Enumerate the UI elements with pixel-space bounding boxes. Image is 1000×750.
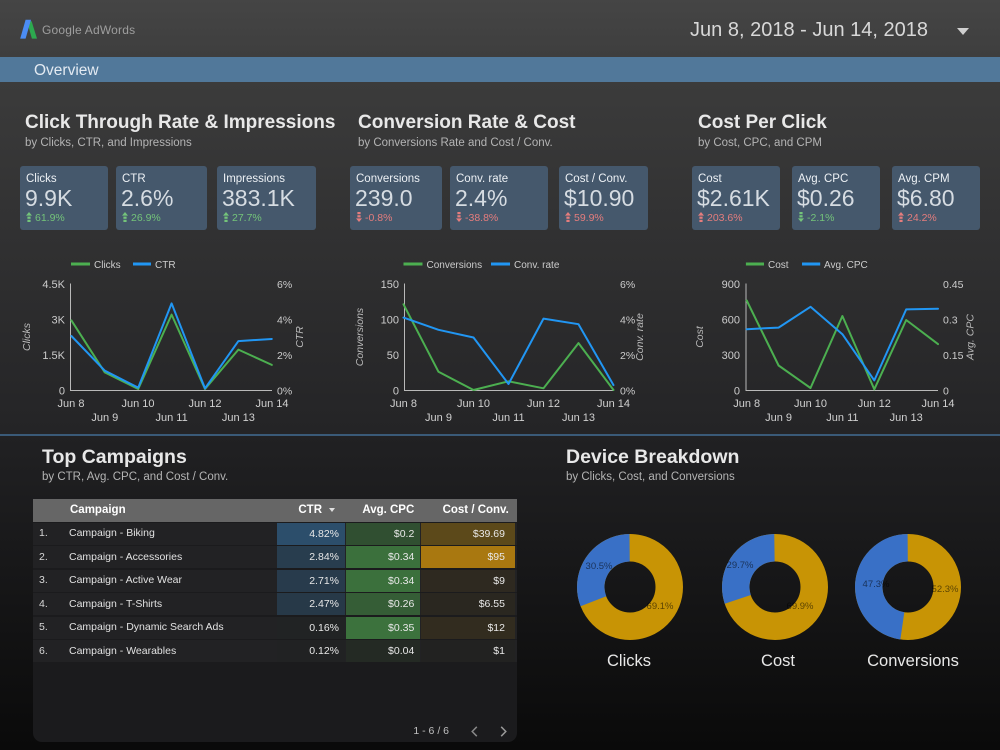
svg-text:2%: 2%: [620, 350, 635, 362]
svg-text:600: 600: [722, 315, 740, 327]
svg-text:Jun 8: Jun 8: [390, 398, 417, 410]
svg-text:100: 100: [381, 315, 399, 327]
svg-text:Jun 12: Jun 12: [527, 398, 560, 410]
svg-text:4%: 4%: [277, 315, 292, 327]
svg-text:Jun 14: Jun 14: [255, 398, 288, 410]
svg-text:Jun 9: Jun 9: [765, 412, 792, 424]
svg-text:Jun 10: Jun 10: [794, 398, 827, 410]
svg-text:0.45: 0.45: [943, 279, 964, 291]
svg-text:Jun 11: Jun 11: [492, 412, 524, 424]
svg-text:Jun 13: Jun 13: [222, 412, 255, 424]
svg-text:2%: 2%: [277, 350, 292, 362]
svg-text:Jun 14: Jun 14: [597, 398, 630, 410]
svg-text:Jun 8: Jun 8: [58, 398, 85, 410]
svg-text:0: 0: [59, 386, 65, 398]
svg-text:Jun 9: Jun 9: [91, 412, 118, 424]
svg-text:Jun 10: Jun 10: [457, 398, 490, 410]
svg-text:300: 300: [722, 350, 740, 362]
svg-text:0: 0: [393, 386, 399, 398]
svg-text:6%: 6%: [277, 279, 292, 291]
svg-text:Jun 13: Jun 13: [562, 412, 595, 424]
svg-text:Jun 8: Jun 8: [733, 398, 760, 410]
svg-text:Jun 10: Jun 10: [121, 398, 154, 410]
svg-text:0%: 0%: [620, 386, 635, 398]
svg-text:Avg. CPC: Avg. CPC: [824, 260, 868, 271]
svg-text:Jun 12: Jun 12: [858, 398, 891, 410]
svg-text:0.3: 0.3: [943, 315, 958, 327]
svg-text:0: 0: [943, 386, 949, 398]
svg-text:Jun 14: Jun 14: [921, 398, 954, 410]
svg-text:Clicks: Clicks: [21, 322, 33, 351]
svg-text:Cost: Cost: [768, 260, 789, 271]
svg-text:0%: 0%: [277, 386, 292, 398]
svg-text:Conversions: Conversions: [354, 307, 366, 366]
svg-text:Cost: Cost: [694, 325, 706, 348]
svg-text:Conv. rate: Conv. rate: [514, 260, 560, 271]
svg-text:Conversions: Conversions: [427, 260, 483, 271]
svg-text:4%: 4%: [620, 315, 635, 327]
svg-text:150: 150: [381, 279, 399, 291]
svg-text:Conv. rate: Conv. rate: [634, 313, 646, 361]
svg-text:50: 50: [387, 350, 399, 362]
svg-text:0: 0: [734, 386, 740, 398]
svg-text:Clicks: Clicks: [94, 260, 121, 271]
svg-text:1.5K: 1.5K: [42, 350, 65, 362]
svg-text:Jun 13: Jun 13: [890, 412, 923, 424]
svg-text:Jun 11: Jun 11: [826, 412, 858, 424]
svg-text:Avg. CPC: Avg. CPC: [965, 314, 977, 361]
svg-text:Jun 11: Jun 11: [155, 412, 187, 424]
svg-text:6%: 6%: [620, 279, 635, 291]
svg-text:CTR: CTR: [155, 260, 176, 271]
svg-text:Jun 9: Jun 9: [425, 412, 452, 424]
svg-text:4.5K: 4.5K: [42, 279, 65, 291]
svg-text:0.15: 0.15: [943, 350, 964, 362]
svg-text:Jun 12: Jun 12: [188, 398, 221, 410]
svg-text:CTR: CTR: [294, 326, 306, 348]
svg-text:900: 900: [722, 279, 740, 291]
svg-text:3K: 3K: [52, 315, 66, 327]
